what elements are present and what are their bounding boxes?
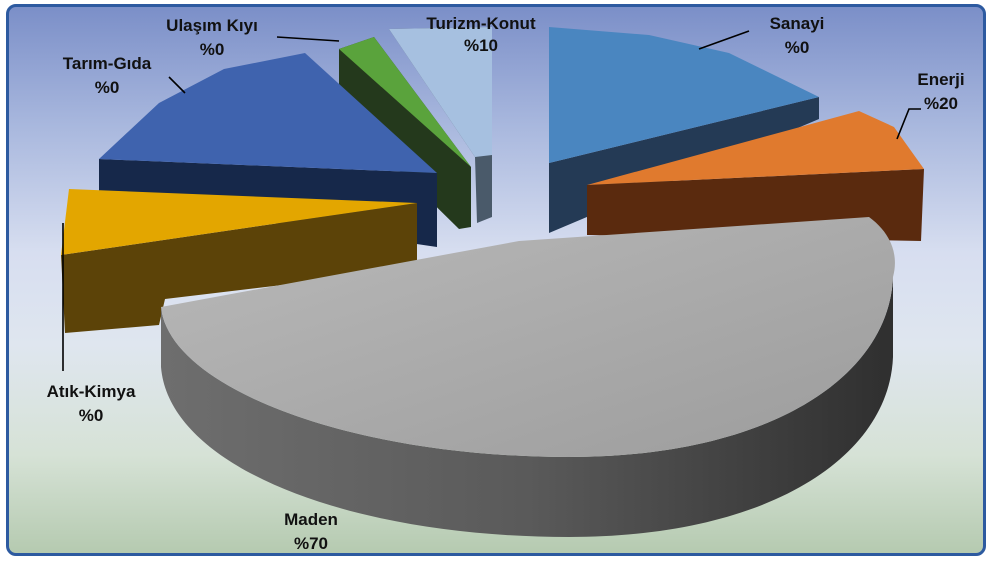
- chart-frame: Turizm-Konut %10 Ulaşım Kıyı %0 Tarım-Gı…: [6, 4, 986, 556]
- slice-label-atik-kimya: Atık-Kimya %0: [47, 382, 136, 425]
- label-tarim-gida-value: %0: [95, 78, 120, 97]
- slice-label-sanayi: Sanayi %0: [770, 14, 825, 57]
- label-ulasim-kiyi-value: %0: [200, 40, 225, 59]
- label-turizm-konut-value: %10: [464, 36, 498, 55]
- slice-label-ulasim-kiyi: Ulaşım Kıyı %0: [166, 16, 258, 59]
- slice-label-maden: Maden %70: [284, 510, 338, 553]
- label-enerji-value: %20: [924, 94, 958, 113]
- slice-label-tarim-gida: Tarım-Gıda %0: [63, 54, 152, 97]
- label-sanayi-name: Sanayi: [770, 14, 825, 33]
- label-ulasim-kiyi-name: Ulaşım Kıyı: [166, 16, 258, 35]
- slice-label-turizm-konut: Turizm-Konut %10: [426, 14, 536, 55]
- label-sanayi-value: %0: [785, 38, 810, 57]
- label-maden-name: Maden: [284, 510, 338, 529]
- leader-lines: [62, 30, 921, 371]
- label-atik-kimya-name: Atık-Kimya: [47, 382, 136, 401]
- label-maden-value: %70: [294, 534, 328, 553]
- label-enerji-name: Enerji: [917, 70, 964, 89]
- pie-chart: Turizm-Konut %10 Ulaşım Kıyı %0 Tarım-Gı…: [47, 14, 965, 553]
- slice-atik-kimya: [61, 189, 417, 333]
- slice-label-enerji: Enerji %20: [917, 70, 964, 113]
- label-turizm-konut-name: Turizm-Konut: [426, 14, 536, 33]
- label-tarim-gida-name: Tarım-Gıda: [63, 54, 152, 73]
- slice-maden: [161, 217, 895, 537]
- slice-turizm-konut: [389, 27, 492, 223]
- label-atik-kimya-value: %0: [79, 406, 104, 425]
- slice-ulasim-kiyi: [339, 37, 471, 229]
